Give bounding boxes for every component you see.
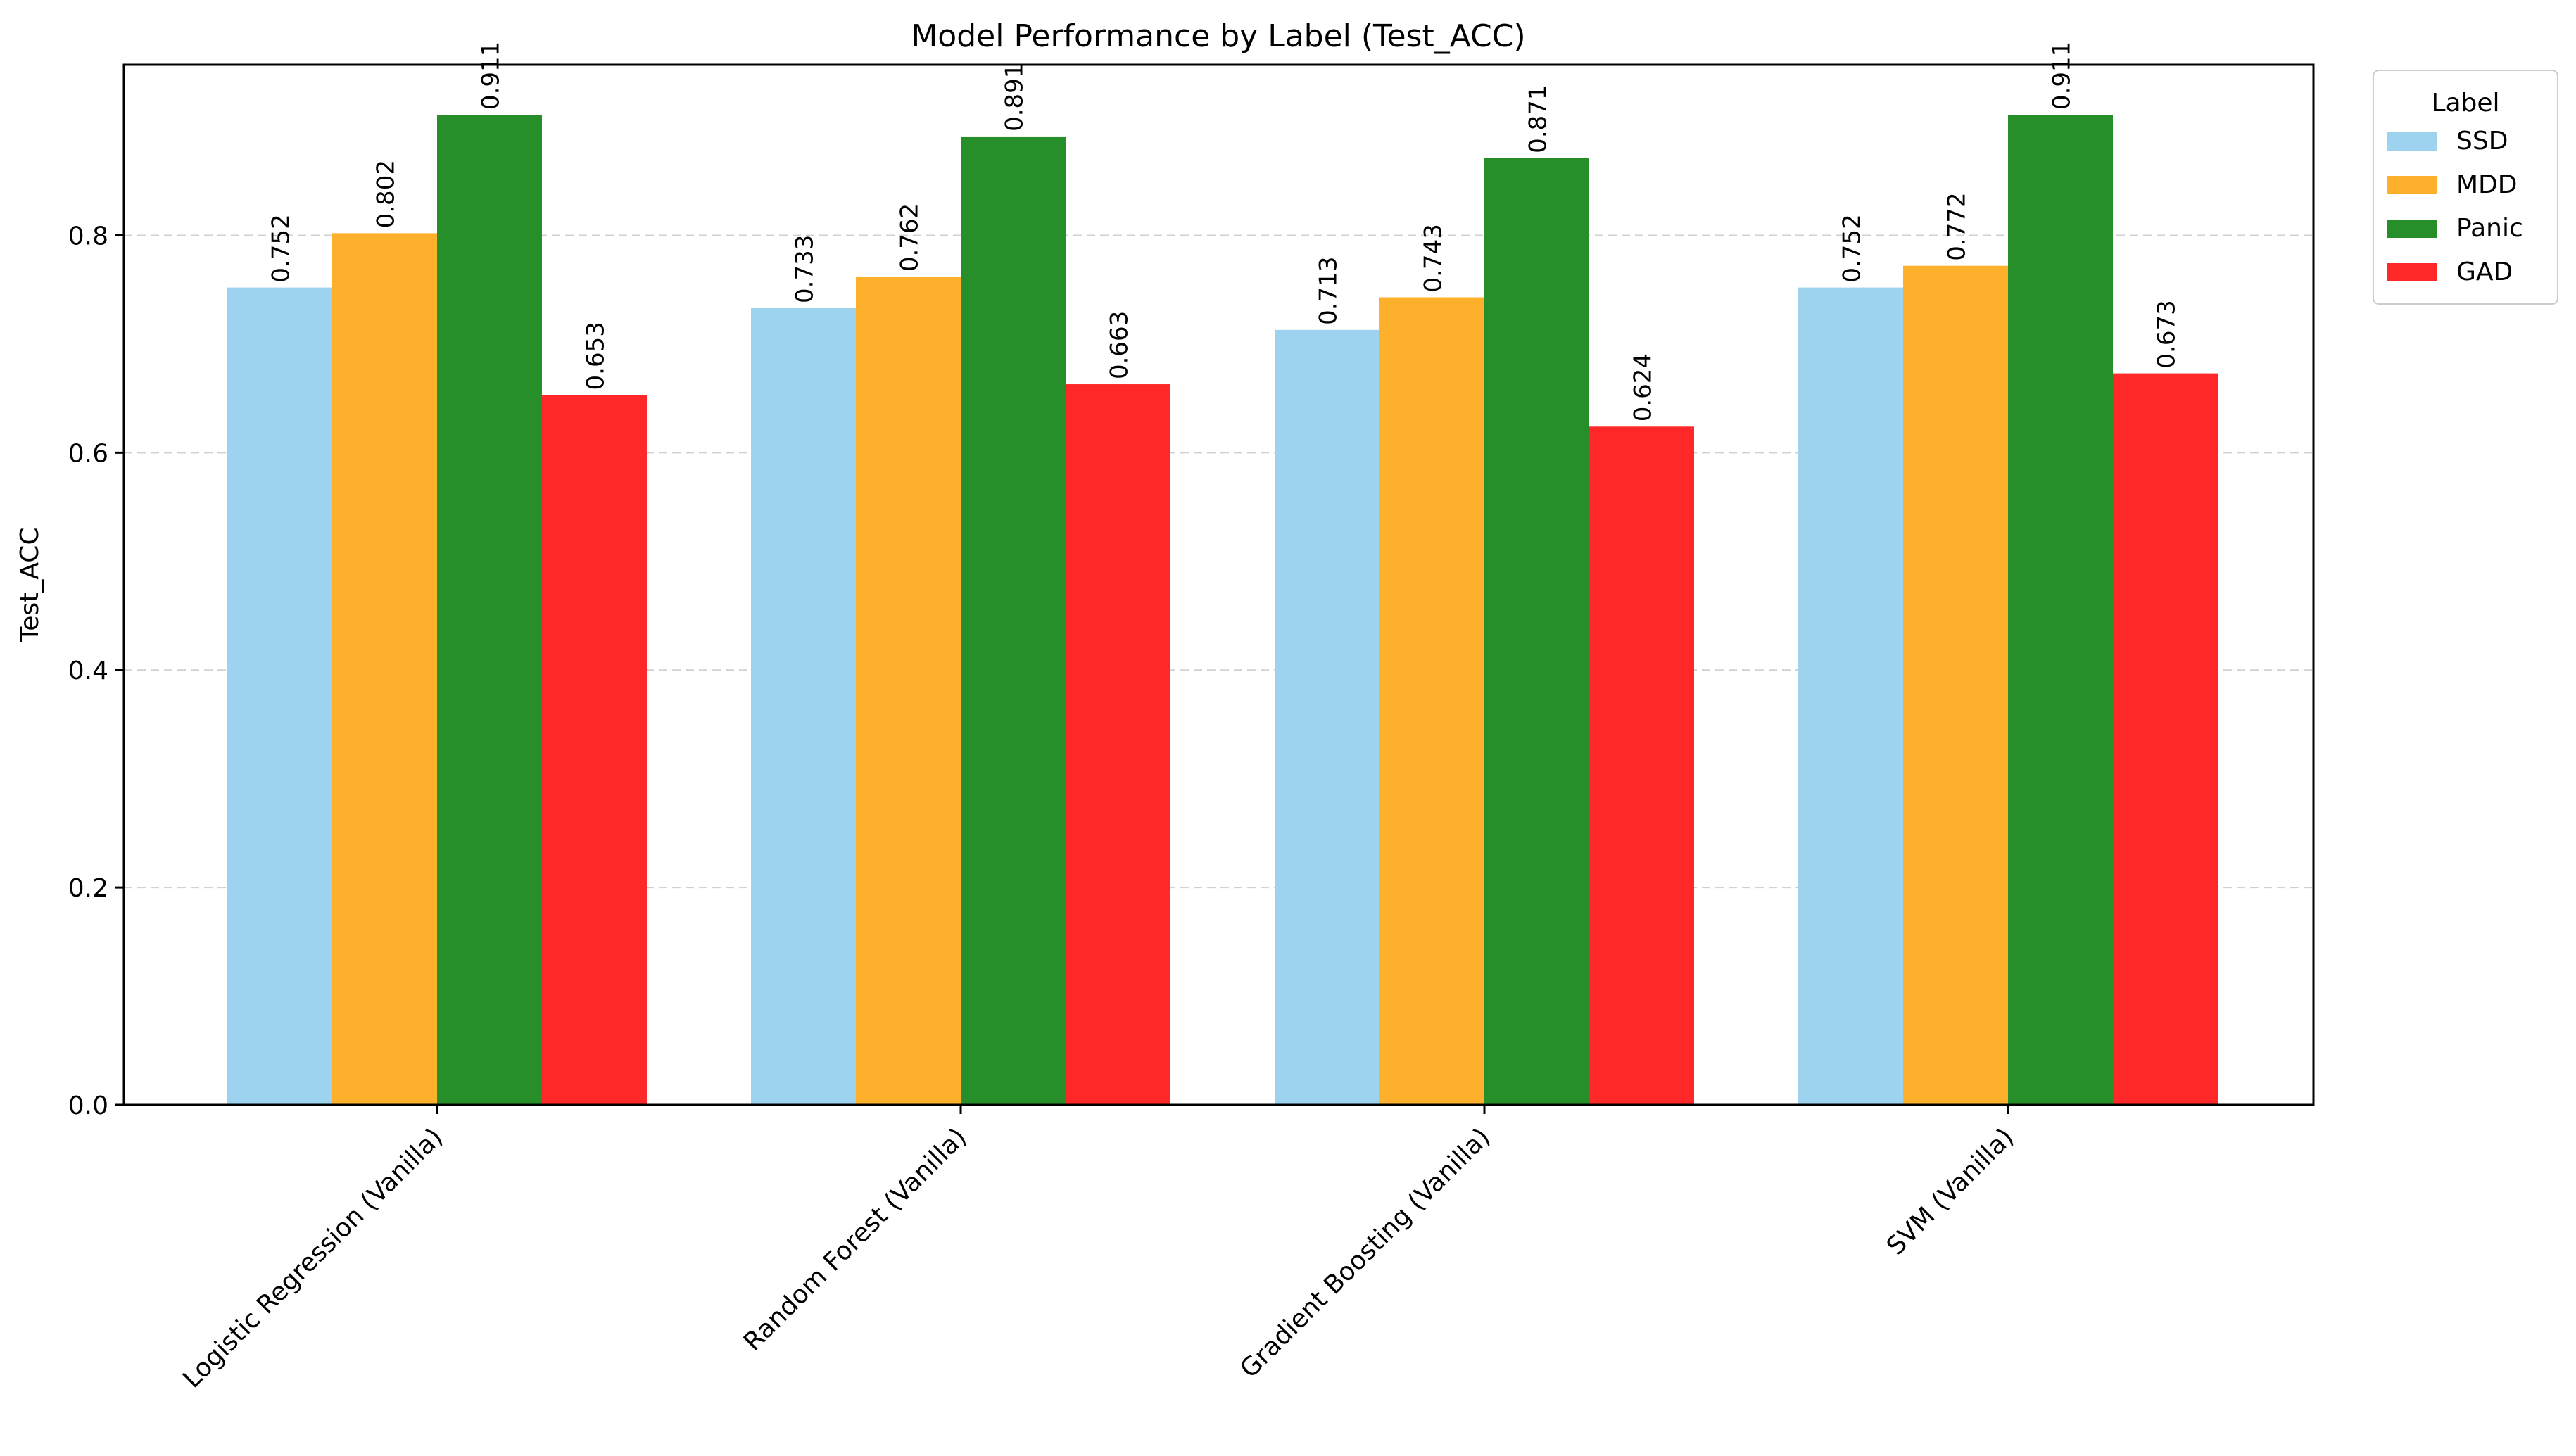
data-label: 0.653	[582, 322, 610, 390]
data-labels: 0.752 0.733 0.713 0.752 0.802 0.762 0.743 0.772…	[267, 42, 2181, 422]
bar-panic	[1484, 158, 1589, 1106]
y-tick-label: 0.2	[68, 874, 108, 903]
bar-mdd	[1379, 297, 1484, 1105]
bar-ssd	[1275, 329, 1379, 1105]
y-tick-label: 0.4	[68, 657, 108, 685]
bar-gad	[1589, 426, 1694, 1105]
x-tick-label: SVM (Vanilla)	[1881, 1122, 2019, 1260]
bar-mdd	[1903, 265, 2008, 1105]
bar-panic	[437, 115, 542, 1105]
bar-ssd	[751, 308, 856, 1105]
y-axis: 0.0 0.2 0.4 0.6 0.8	[68, 222, 124, 1120]
x-axis: Logistic Regression (Vanilla) Random Fore…	[177, 1105, 2019, 1393]
data-label: 0.713	[1315, 256, 1343, 324]
data-label: 0.752	[1838, 214, 1867, 282]
data-label: 0.802	[372, 160, 400, 228]
bar-panic	[2008, 115, 2113, 1105]
bar-panic	[961, 136, 1066, 1105]
bar-mdd	[332, 233, 437, 1105]
data-label: 0.891	[1001, 63, 1029, 132]
y-tick-label: 0.6	[68, 439, 108, 468]
bar-ssd	[227, 287, 332, 1105]
legend-title: Label	[2431, 89, 2499, 118]
legend-label: Panic	[2456, 214, 2523, 243]
data-label: 0.663	[1106, 311, 1134, 379]
y-axis-label: Test_ACC	[15, 527, 44, 642]
data-label: 0.911	[477, 42, 505, 110]
x-tick-label: Logistic Regression (Vanilla)	[177, 1122, 448, 1393]
chart-title: Model Performance by Label (Test_ACC)	[911, 18, 1525, 54]
bar-gad	[1066, 384, 1170, 1105]
legend-label: SSD	[2456, 127, 2508, 156]
x-tick-label: Random Forest (Vanilla)	[738, 1122, 973, 1357]
data-label: 0.871	[1524, 84, 1553, 153]
legend: Label SSD MDD Panic GAD	[2373, 70, 2558, 305]
legend-label: MDD	[2456, 170, 2518, 199]
bar-gad	[542, 395, 647, 1105]
bar-ssd	[1798, 287, 1903, 1105]
data-label: 0.743	[1420, 224, 1448, 292]
y-tick-label: 0.0	[68, 1091, 108, 1120]
data-label: 0.624	[1629, 353, 1658, 422]
y-tick-label: 0.8	[68, 222, 108, 251]
data-label: 0.733	[791, 235, 819, 303]
legend-label: GAD	[2456, 258, 2513, 286]
data-label: 0.911	[2048, 42, 2076, 110]
bar-mdd	[856, 277, 961, 1105]
legend-swatch-ssd	[2387, 132, 2437, 151]
data-label: 0.752	[267, 214, 296, 282]
legend-box	[2373, 70, 2558, 305]
data-label: 0.772	[1943, 192, 1971, 260]
bars	[227, 115, 2218, 1106]
legend-swatch-gad	[2387, 263, 2437, 281]
plot-frame	[122, 63, 2315, 1106]
x-tick-label: Gradient Boosting (Vanilla)	[1235, 1122, 1496, 1384]
data-label: 0.673	[2153, 300, 2181, 368]
bar-gad	[2113, 373, 2218, 1105]
legend-swatch-mdd	[2387, 176, 2437, 194]
data-label: 0.762	[896, 203, 924, 272]
legend-swatch-panic	[2387, 220, 2437, 238]
